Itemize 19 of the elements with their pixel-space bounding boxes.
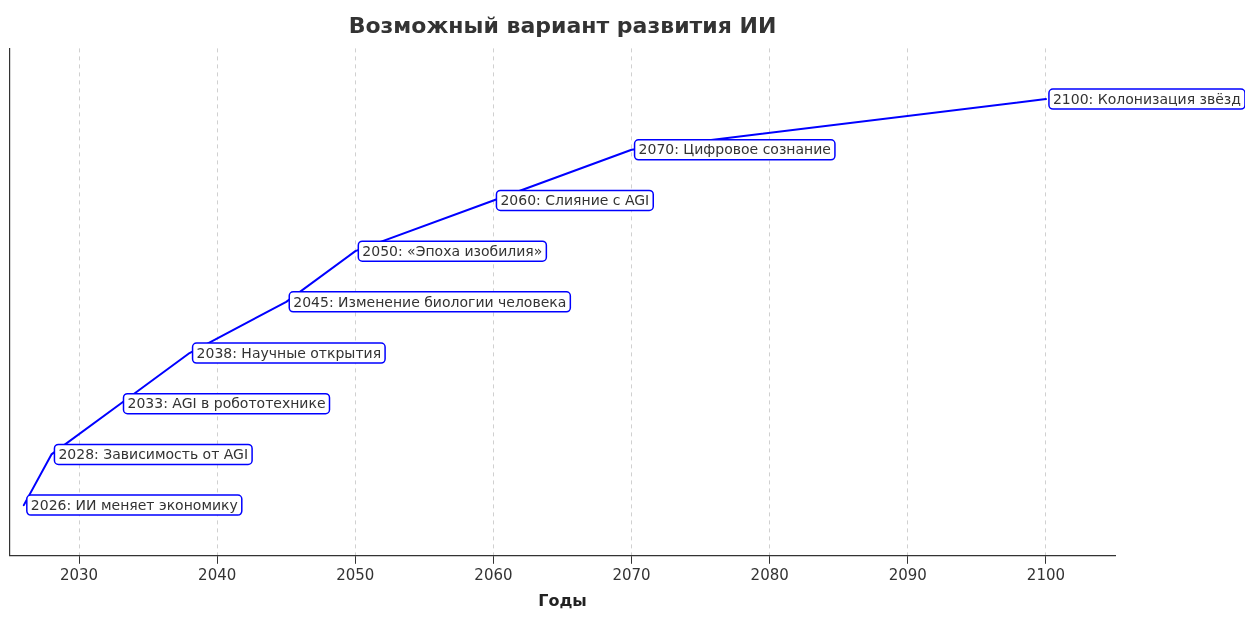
x-tick-label: 2050: [336, 565, 375, 584]
x-tick-label: 2080: [750, 565, 789, 584]
annotation: 2060: Слияние с AGI: [500, 192, 650, 209]
x-axis-title: Годы: [538, 590, 587, 610]
annotation: 2038: Научные открытия: [196, 344, 382, 361]
annotation: 2028: Зависимость от AGI: [58, 446, 249, 463]
x-tick-label: 2100: [1026, 565, 1066, 584]
annotation: 2026: ИИ меняет экономику: [30, 496, 238, 513]
x-tick-label: 2090: [888, 565, 927, 584]
chart-title: Возможный вариант развития ИИ: [348, 12, 777, 38]
x-tick-label: 2060: [474, 565, 513, 584]
x-tick-label: 2070: [612, 565, 651, 584]
annotation: 2050: «Эпоха изобилия»: [362, 242, 543, 259]
annotation: 2033: AGI в робототехнике: [127, 395, 326, 412]
x-tick-label: 2030: [59, 565, 99, 584]
annotation: 2070: Цифровое сознание: [638, 141, 831, 158]
annotation: 2100: Колонизация звёзд: [1052, 90, 1241, 107]
annotation: 2045: Изменение биологии человека: [293, 293, 567, 310]
x-tick-label: 2040: [198, 565, 237, 584]
